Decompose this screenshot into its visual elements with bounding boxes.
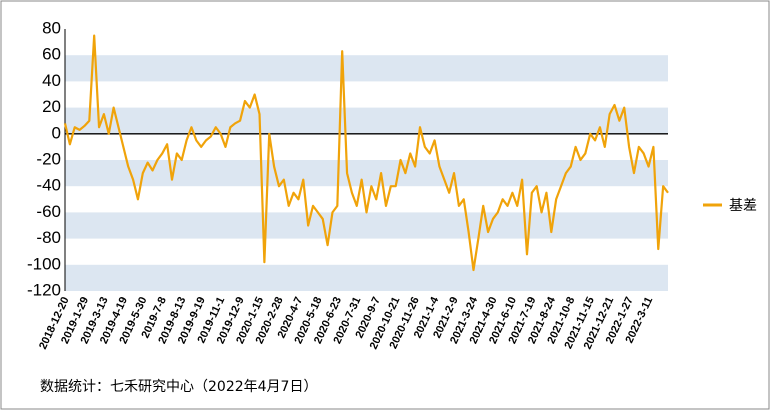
y-tick-label: 40 — [42, 71, 61, 90]
y-tick-label: -20 — [36, 149, 61, 168]
y-tick-label: 80 — [42, 18, 61, 37]
series-line — [63, 34, 669, 272]
grid-band — [65, 107, 668, 134]
y-tick-label: -120 — [27, 280, 61, 299]
grid-band — [65, 264, 668, 291]
grid-band — [65, 55, 668, 82]
y-tick-label: -80 — [36, 228, 61, 247]
grid-band — [65, 160, 668, 187]
y-tick-label: 0 — [52, 123, 61, 142]
grid-band — [65, 212, 668, 239]
y-tick-label: -40 — [36, 176, 61, 195]
y-tick-label: -60 — [36, 202, 61, 221]
y-tick-label: -100 — [27, 254, 61, 273]
footnote: 数据统计：七禾研究中心（2022年4月7日） — [40, 379, 317, 395]
y-tick-label: 20 — [42, 97, 61, 116]
y-tick-label: 60 — [42, 45, 61, 64]
legend-label: 基差 — [729, 197, 757, 214]
